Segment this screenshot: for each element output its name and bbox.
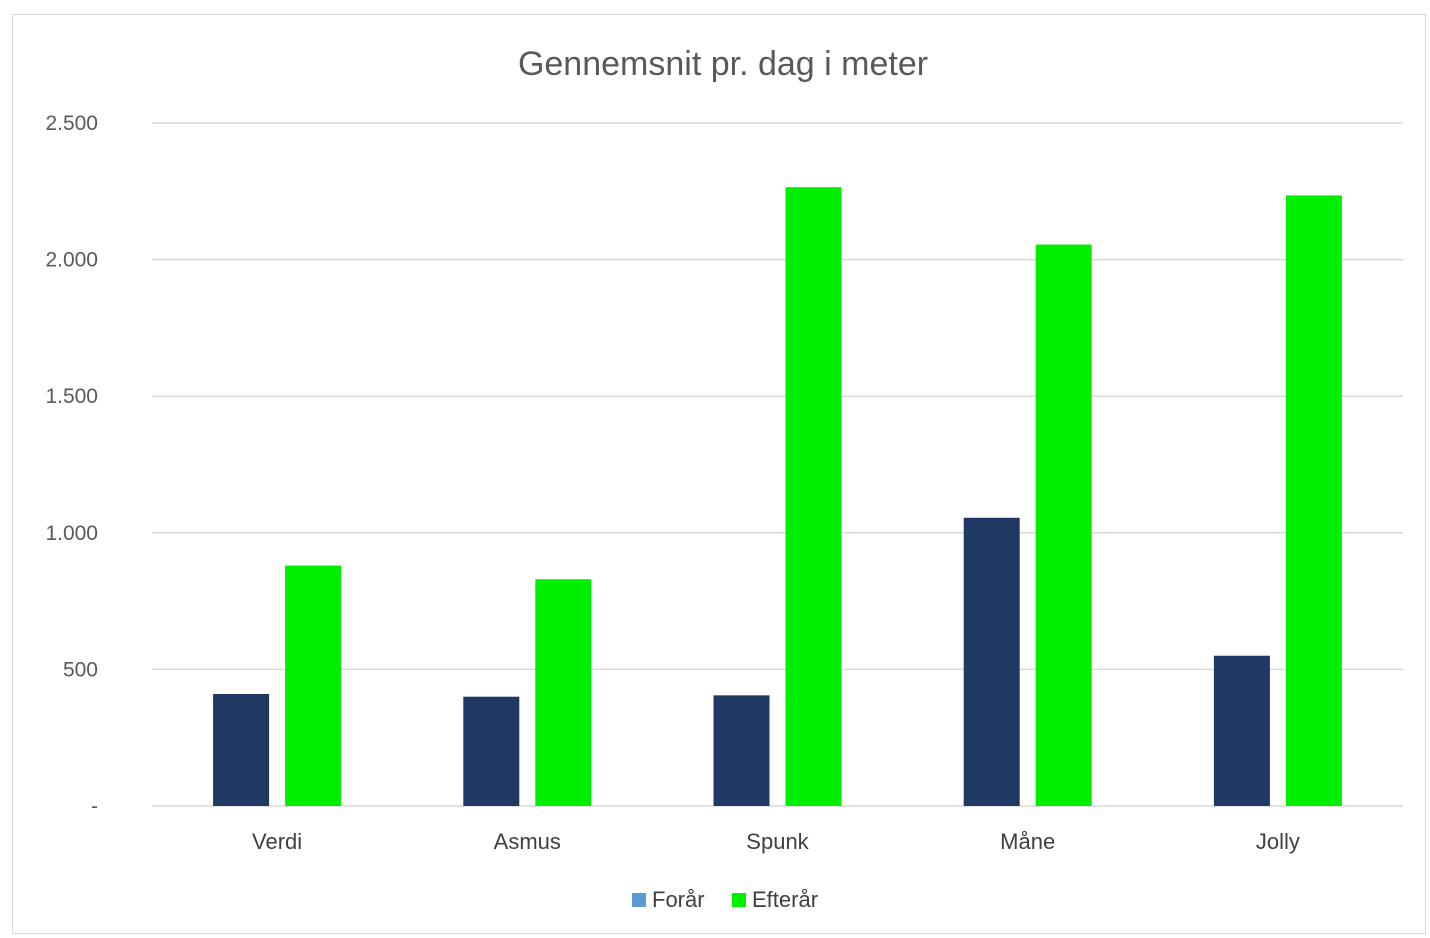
gridlines (152, 122, 1403, 807)
legend-label: Efterår (752, 887, 818, 912)
bar-efteraar-jolly (1285, 195, 1342, 806)
bar-efteraar-spunk (785, 187, 842, 806)
x-tick-label: Måne (1000, 829, 1055, 854)
bar-foraar-jolly (1213, 655, 1270, 806)
bar-foraar-verdi (213, 693, 270, 806)
y-tick-label: - (91, 795, 98, 818)
legend-swatch (732, 893, 746, 907)
x-axis-categories: Verdi Asmus Spunk Måne Jolly (252, 829, 1300, 854)
x-tick-label: Spunk (746, 829, 809, 854)
bar-efteraar-asmus (535, 579, 592, 806)
bar-efteraar-verdi (285, 565, 342, 806)
y-tick-label: 500 (63, 658, 98, 681)
y-tick-label: 1.000 (45, 522, 98, 545)
y-tick-label: 1.500 (45, 385, 98, 408)
bar-foraar-måne (963, 517, 1020, 806)
bar-foraar-asmus (463, 696, 520, 806)
y-tick-label: 2.000 (45, 249, 98, 272)
x-tick-label: Asmus (494, 829, 561, 854)
x-tick-label: Jolly (1256, 829, 1300, 854)
bar-foraar-spunk (713, 695, 770, 806)
chart-title: Gennemsnit pr. dag i meter (518, 45, 928, 83)
legend: Forår Efterår (632, 887, 818, 912)
legend-swatch (632, 893, 646, 907)
legend-label: Forår (652, 887, 705, 912)
y-tick-label: 2.500 (45, 112, 98, 135)
bar-efteraar-måne (1035, 244, 1092, 807)
y-axis-ticks: - 500 1.000 1.500 2.000 2.500 (45, 112, 98, 818)
x-tick-label: Verdi (252, 829, 302, 854)
bars (213, 187, 1342, 807)
